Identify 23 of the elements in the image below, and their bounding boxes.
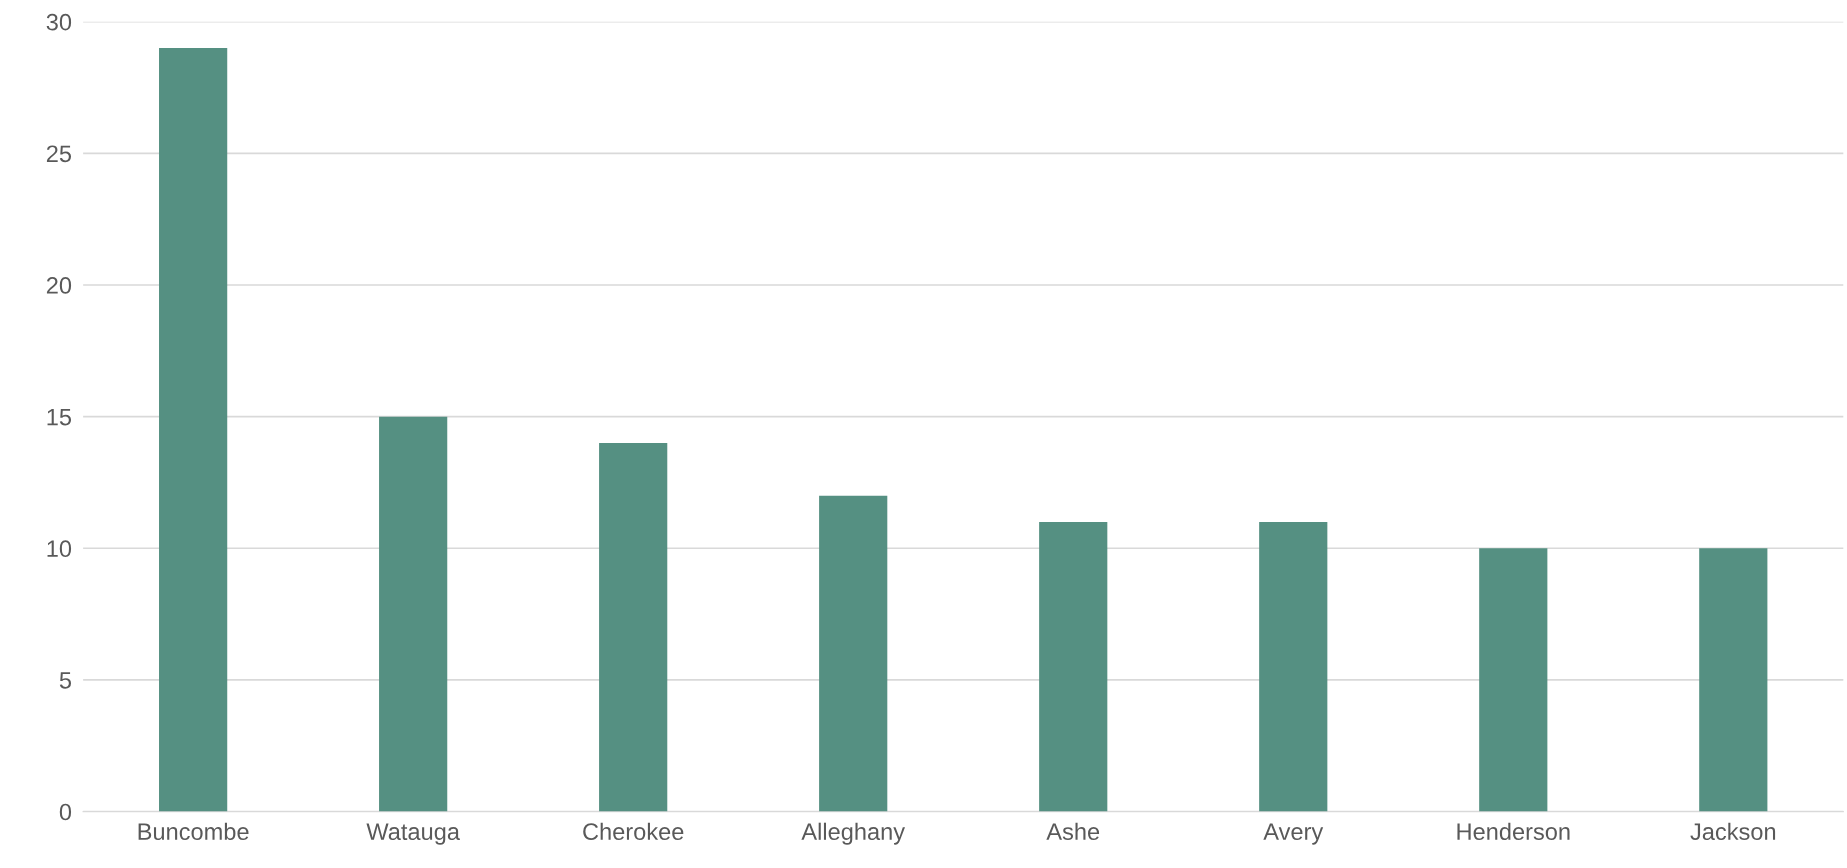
bar <box>379 416 448 812</box>
x-tick-label: Alleghany <box>801 822 906 845</box>
x-tick-label: Cherokee <box>583 822 684 841</box>
y-tick-label: 0 <box>59 803 72 821</box>
y-tick-label: 15 <box>47 408 72 426</box>
bar <box>159 48 228 812</box>
x-tick-label: Henderson <box>1457 822 1570 841</box>
x-tick-label: Ashe <box>1046 822 1100 841</box>
x-tick-label: Avery <box>1263 823 1324 845</box>
bar <box>1039 521 1108 812</box>
bar <box>1699 548 1768 812</box>
x-tick-label: Watauga <box>366 823 460 845</box>
bar <box>1479 548 1548 812</box>
x-tick-label: Buncombe <box>138 822 249 841</box>
x-tick-label: Jackson <box>1690 822 1776 841</box>
y-tick-label: 20 <box>46 277 72 294</box>
y-tick-label: 30 <box>46 13 72 31</box>
bar <box>1259 521 1328 812</box>
y-tick-label: 10 <box>47 540 72 558</box>
bar <box>599 442 668 812</box>
bar <box>819 495 888 812</box>
y-tick-label: 5 <box>59 672 72 689</box>
y-tick-label: 25 <box>46 145 72 163</box>
